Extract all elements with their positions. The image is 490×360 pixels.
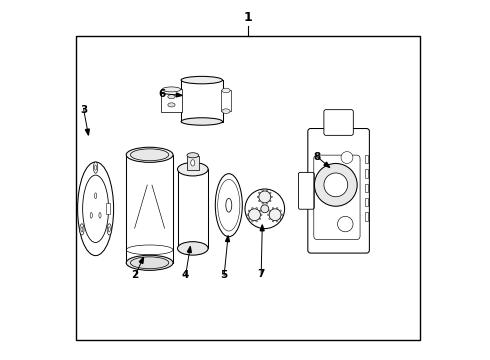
Bar	[365, 170, 368, 178]
Ellipse shape	[83, 175, 109, 243]
Bar	[221, 90, 230, 111]
Text: 3: 3	[80, 105, 87, 115]
Polygon shape	[187, 247, 191, 253]
Polygon shape	[324, 162, 330, 167]
Bar	[181, 80, 222, 122]
Ellipse shape	[222, 109, 230, 113]
Bar	[161, 89, 182, 112]
Circle shape	[259, 200, 260, 202]
Ellipse shape	[177, 242, 208, 255]
Ellipse shape	[99, 212, 101, 218]
Circle shape	[341, 152, 353, 163]
Circle shape	[261, 214, 262, 216]
Circle shape	[315, 163, 357, 206]
Bar	[126, 155, 173, 263]
Polygon shape	[225, 236, 229, 242]
Circle shape	[252, 220, 253, 222]
Polygon shape	[260, 225, 264, 231]
Bar	[177, 169, 208, 248]
Bar	[365, 198, 368, 206]
Ellipse shape	[95, 165, 97, 170]
Ellipse shape	[226, 198, 232, 212]
Circle shape	[248, 218, 250, 220]
Ellipse shape	[168, 95, 175, 99]
Text: 1: 1	[244, 11, 252, 24]
Circle shape	[271, 196, 272, 198]
Text: 6: 6	[159, 89, 166, 99]
Bar	[365, 212, 368, 220]
Text: 5: 5	[220, 270, 228, 280]
Text: 2: 2	[132, 270, 139, 280]
Circle shape	[262, 190, 264, 191]
Circle shape	[266, 203, 268, 204]
Circle shape	[270, 200, 271, 202]
Circle shape	[248, 209, 261, 221]
Circle shape	[268, 214, 269, 216]
Circle shape	[259, 192, 260, 194]
Circle shape	[247, 214, 248, 216]
Text: 8: 8	[314, 152, 320, 162]
Ellipse shape	[77, 162, 114, 256]
Circle shape	[270, 192, 271, 194]
Circle shape	[272, 207, 274, 209]
Text: 7: 7	[258, 269, 265, 279]
Circle shape	[272, 220, 274, 222]
Circle shape	[259, 191, 271, 203]
Circle shape	[262, 203, 264, 204]
Circle shape	[252, 207, 253, 209]
Circle shape	[269, 218, 270, 220]
Circle shape	[338, 216, 353, 232]
Circle shape	[256, 220, 257, 222]
Circle shape	[257, 196, 259, 198]
Circle shape	[281, 214, 283, 216]
Ellipse shape	[181, 76, 222, 84]
Text: 4: 4	[182, 270, 189, 280]
Circle shape	[276, 207, 278, 209]
Bar	[106, 203, 110, 215]
Ellipse shape	[130, 257, 169, 269]
Circle shape	[261, 205, 269, 213]
Circle shape	[245, 189, 285, 229]
Bar	[76, 36, 419, 340]
Polygon shape	[176, 93, 182, 97]
Ellipse shape	[126, 147, 173, 162]
Bar	[187, 156, 198, 170]
Circle shape	[248, 210, 250, 211]
Ellipse shape	[191, 160, 195, 166]
Ellipse shape	[126, 255, 173, 270]
Ellipse shape	[90, 212, 92, 218]
Polygon shape	[85, 129, 89, 135]
Ellipse shape	[107, 224, 112, 235]
Circle shape	[256, 207, 257, 209]
Ellipse shape	[187, 153, 198, 158]
Circle shape	[276, 220, 278, 222]
Circle shape	[259, 210, 261, 211]
Ellipse shape	[215, 174, 242, 237]
Bar	[365, 155, 368, 163]
Bar	[365, 184, 368, 192]
FancyBboxPatch shape	[298, 172, 314, 209]
Circle shape	[269, 209, 281, 221]
Circle shape	[280, 210, 281, 211]
FancyBboxPatch shape	[308, 129, 369, 253]
Circle shape	[266, 190, 268, 191]
Ellipse shape	[162, 87, 181, 92]
Polygon shape	[139, 257, 144, 264]
Circle shape	[269, 210, 270, 211]
Ellipse shape	[95, 193, 97, 198]
Ellipse shape	[222, 88, 230, 93]
Circle shape	[280, 218, 281, 220]
Ellipse shape	[94, 162, 98, 173]
Ellipse shape	[177, 162, 208, 176]
Ellipse shape	[168, 103, 175, 107]
Ellipse shape	[130, 149, 169, 161]
Ellipse shape	[181, 118, 222, 125]
Ellipse shape	[108, 227, 110, 232]
Ellipse shape	[80, 224, 84, 235]
Ellipse shape	[81, 227, 83, 232]
Circle shape	[324, 173, 348, 197]
Circle shape	[259, 218, 261, 220]
FancyBboxPatch shape	[324, 110, 353, 135]
